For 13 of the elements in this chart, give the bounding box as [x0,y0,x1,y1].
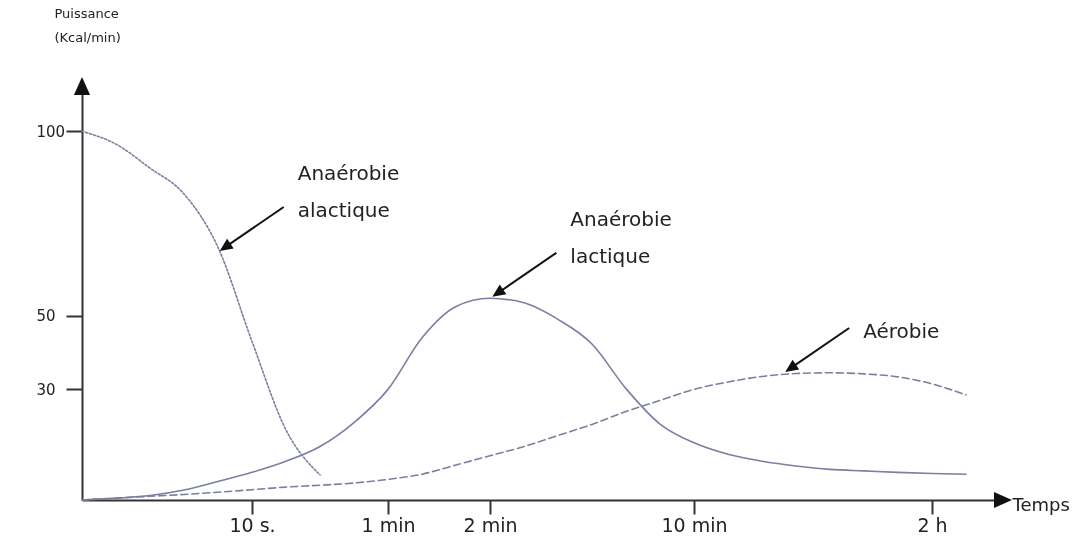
x-tick-label: 10 min [661,513,728,536]
x-axis-title: Temps [1011,493,1070,515]
y-tick-label: 100 [36,122,66,141]
annotation: Aérobie [863,318,940,343]
y-tick-label: 30 [36,380,56,399]
y-tick-label: 50 [36,307,56,326]
annotation: Anaérobie alactique [297,160,400,222]
x-tick-label: 1 min [361,513,416,536]
y-axis-title: Puissance (Kcal/min) [54,5,121,45]
annotation: Anaérobie lactique [570,206,672,268]
x-tick-label: 2 min [463,513,518,536]
x-tick-label: 10 s. [229,513,276,536]
x-tick-label: 2 h [917,513,948,536]
